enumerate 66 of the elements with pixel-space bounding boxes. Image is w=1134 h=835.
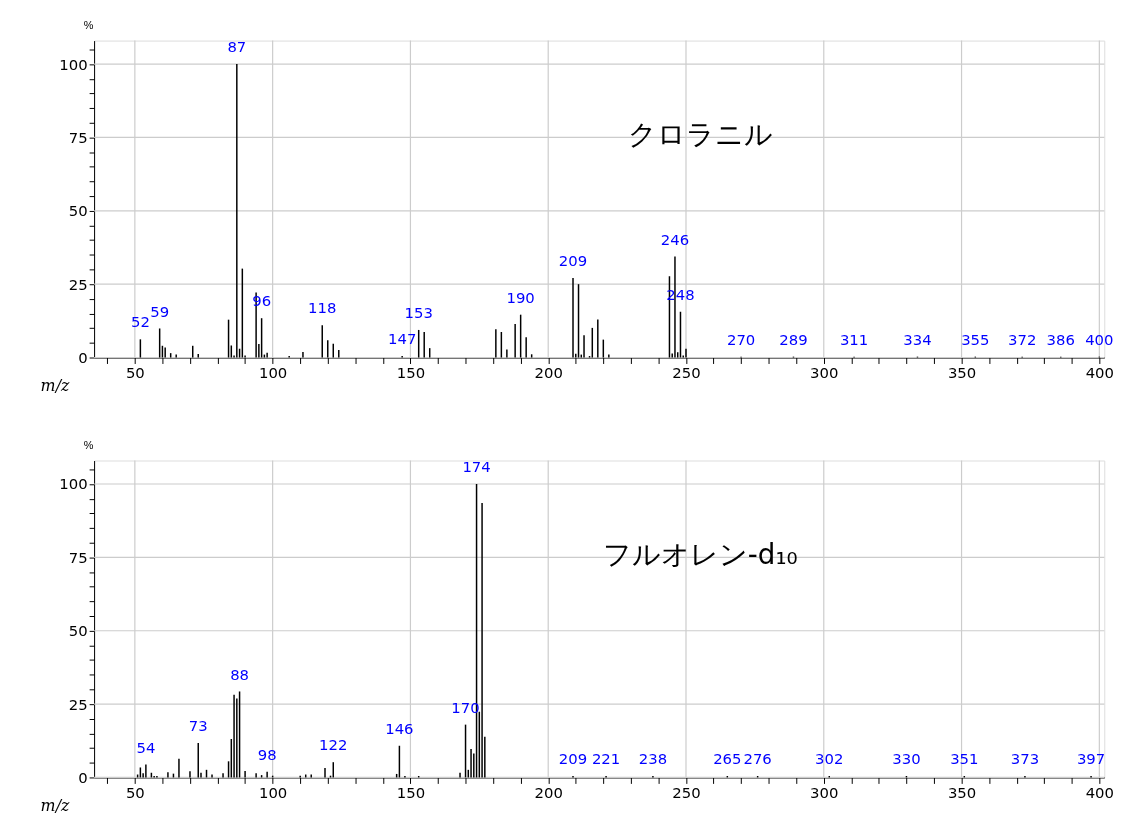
x-tick-label: 150 bbox=[396, 783, 426, 802]
annotation: 355 bbox=[961, 330, 990, 349]
y-axis-title: % bbox=[83, 439, 94, 452]
x-tick-label: 50 bbox=[125, 783, 145, 802]
y-tick-label: 100 bbox=[59, 475, 88, 494]
x-tick-label: 200 bbox=[534, 363, 563, 382]
annotation: 122 bbox=[319, 736, 348, 755]
text: フルオレン-d₁₀ bbox=[602, 537, 798, 571]
x-tick-label: 200 bbox=[534, 783, 563, 802]
y-tick-label: 50 bbox=[68, 202, 88, 221]
annotation: 265 bbox=[713, 750, 742, 769]
annotation: 351 bbox=[950, 750, 979, 769]
annotation: 87 bbox=[227, 38, 247, 57]
x-tick-label: 300 bbox=[810, 363, 839, 382]
x-tick-label: 150 bbox=[396, 363, 426, 382]
y-tick-label: 75 bbox=[68, 128, 88, 147]
x-tick-label: 350 bbox=[947, 363, 977, 382]
annotation: 311 bbox=[839, 330, 869, 349]
annotation: 98 bbox=[257, 745, 277, 764]
annotation: 88 bbox=[230, 665, 250, 684]
x-tick-label: 250 bbox=[672, 363, 701, 382]
x-tick-label: 400 bbox=[1085, 363, 1114, 382]
y-axis-title: % bbox=[83, 19, 94, 32]
x-tick-label: 50 bbox=[125, 363, 145, 382]
x-tick-label: 250 bbox=[672, 783, 701, 802]
y-tick-label: 0 bbox=[78, 348, 88, 367]
annotation: 334 bbox=[903, 330, 932, 349]
annotation: 221 bbox=[591, 750, 621, 769]
annotation: 276 bbox=[743, 750, 772, 769]
y-tick-label: 75 bbox=[68, 548, 88, 567]
x-tick-label: 300 bbox=[810, 783, 839, 802]
annotation: 270 bbox=[726, 330, 756, 349]
annotation: 209 bbox=[558, 252, 588, 271]
annotation: 386 bbox=[1046, 330, 1075, 349]
text: クロラニル bbox=[627, 117, 773, 151]
x-tick-label: 100 bbox=[258, 363, 288, 382]
y-tick-label: 25 bbox=[68, 695, 88, 714]
y-tick-label: 100 bbox=[59, 55, 88, 74]
annotation: 302 bbox=[815, 750, 844, 769]
annotation: 174 bbox=[462, 458, 491, 477]
x-tick-label: 350 bbox=[947, 783, 977, 802]
annotation: 373 bbox=[1010, 750, 1040, 769]
annotation: 209 bbox=[558, 750, 588, 769]
annotation: 246 bbox=[660, 230, 690, 249]
x-axis-title: m/z bbox=[40, 375, 70, 395]
y-tick-label: 50 bbox=[68, 622, 88, 641]
annotation: 289 bbox=[779, 330, 808, 349]
annotation: 147 bbox=[387, 330, 417, 349]
annotation: 397 bbox=[1076, 750, 1106, 769]
annotation: 146 bbox=[385, 719, 414, 738]
annotation: 52 bbox=[130, 313, 150, 332]
x-tick-label: 100 bbox=[258, 783, 288, 802]
annotation: 400 bbox=[1085, 330, 1114, 349]
annotation: 118 bbox=[308, 299, 337, 318]
annotation: 238 bbox=[638, 750, 668, 769]
annotation: 330 bbox=[892, 750, 921, 769]
annotation: 372 bbox=[1008, 330, 1037, 349]
annotation: 54 bbox=[136, 738, 156, 757]
annotation: 59 bbox=[150, 302, 170, 321]
annotation: 153 bbox=[404, 304, 433, 323]
x-tick-label: 400 bbox=[1085, 783, 1114, 802]
y-tick-label: 0 bbox=[78, 768, 88, 787]
annotation: 190 bbox=[506, 288, 535, 307]
y-tick-label: 25 bbox=[68, 275, 88, 294]
x-axis-title: m/z bbox=[40, 795, 70, 815]
annotation: 73 bbox=[188, 717, 208, 736]
